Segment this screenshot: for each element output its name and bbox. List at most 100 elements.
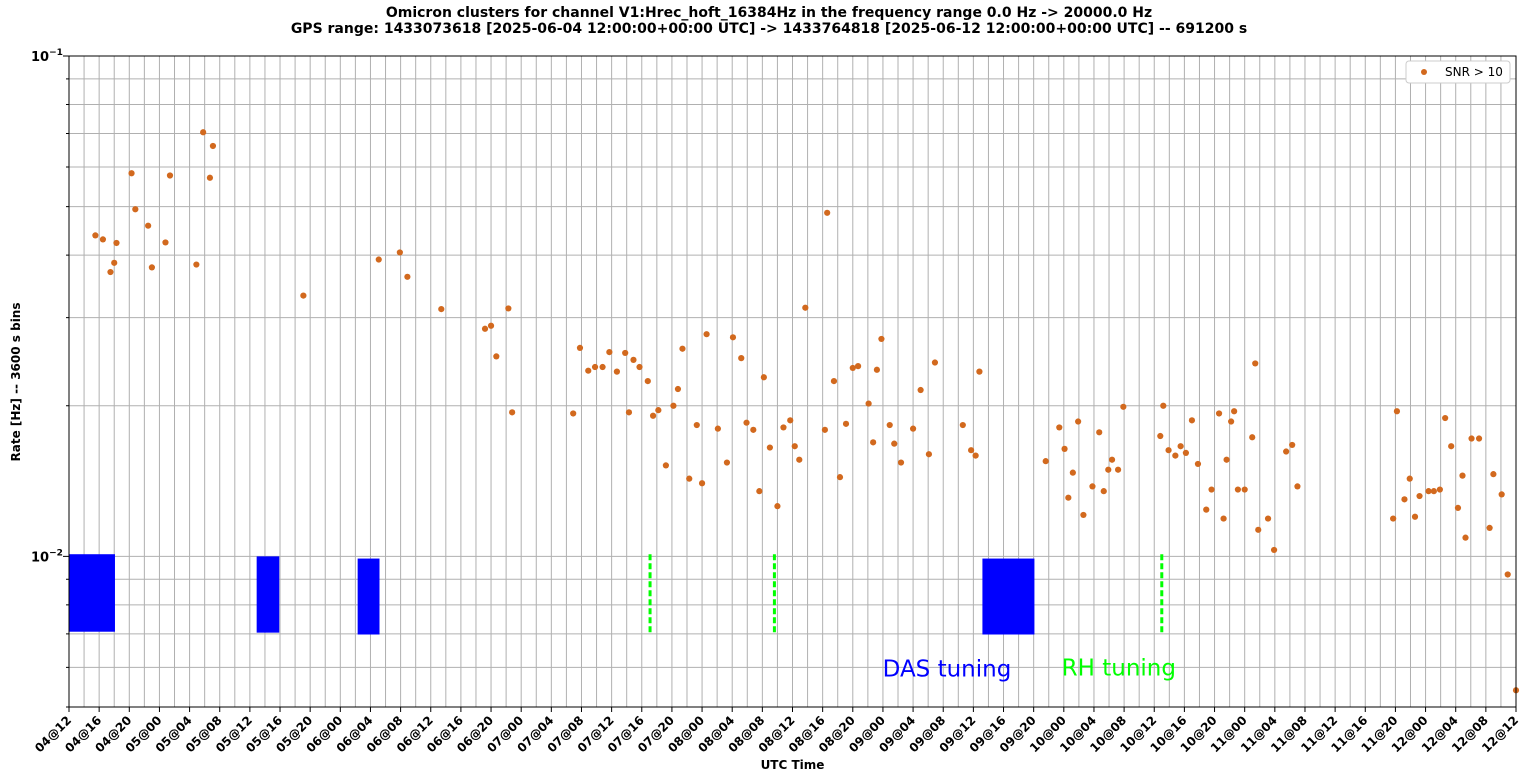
data-point bbox=[1264, 515, 1272, 522]
data-point bbox=[1089, 483, 1096, 490]
data-point bbox=[1448, 443, 1455, 450]
data-point bbox=[693, 421, 700, 429]
data-point bbox=[166, 172, 174, 179]
data-point bbox=[854, 363, 862, 370]
data-point bbox=[576, 344, 584, 351]
data-point bbox=[1220, 515, 1227, 522]
data-point bbox=[1100, 488, 1107, 495]
data-point bbox=[842, 420, 850, 427]
data-point bbox=[1177, 443, 1184, 450]
y-tick-label: 10−1 bbox=[31, 48, 63, 65]
data-point bbox=[438, 306, 445, 313]
data-point bbox=[1234, 486, 1242, 493]
data-point bbox=[1504, 571, 1511, 578]
data-point bbox=[162, 239, 169, 246]
legend-entry-snr: SNR > 10 bbox=[1445, 65, 1503, 79]
data-point bbox=[132, 206, 139, 213]
das-tuning-bars bbox=[69, 554, 1035, 635]
data-point bbox=[375, 256, 382, 263]
data-point bbox=[1105, 466, 1112, 473]
data-point bbox=[750, 426, 757, 433]
data-point bbox=[1157, 432, 1164, 440]
data-point bbox=[99, 236, 107, 243]
data-point bbox=[917, 386, 924, 394]
data-point bbox=[674, 385, 682, 393]
data-points bbox=[92, 129, 1520, 694]
data-point bbox=[870, 439, 877, 446]
data-point bbox=[756, 488, 763, 495]
data-point bbox=[1075, 418, 1082, 425]
annotation-label: DAS tuning bbox=[883, 657, 1012, 683]
data-point bbox=[1475, 435, 1483, 442]
data-point bbox=[968, 447, 975, 454]
data-point bbox=[1065, 494, 1072, 501]
legend-box bbox=[1405, 60, 1511, 84]
data-point bbox=[113, 239, 120, 247]
data-point bbox=[1069, 469, 1076, 476]
data-point bbox=[1228, 418, 1235, 425]
data-point bbox=[787, 417, 794, 424]
chart-subtitle: GPS range: 1433073618 [2025-06-04 12:00:… bbox=[290, 21, 1248, 37]
data-point bbox=[791, 443, 798, 450]
data-point bbox=[1208, 486, 1215, 493]
data-point bbox=[780, 424, 787, 431]
data-point bbox=[1468, 435, 1475, 442]
annotations: DAS tuning RH tuning bbox=[883, 655, 1176, 682]
data-point bbox=[1114, 466, 1122, 473]
data-point bbox=[599, 363, 606, 371]
data-point bbox=[1425, 488, 1432, 495]
data-point bbox=[636, 363, 643, 371]
das-tuning-bar bbox=[69, 554, 115, 632]
data-point bbox=[1401, 496, 1408, 503]
data-point bbox=[1411, 513, 1419, 520]
data-point bbox=[1442, 414, 1449, 422]
das-tuning-bar bbox=[982, 558, 1035, 635]
chart-title: Omicron clusters for channel V1:Hrec_hof… bbox=[385, 5, 1153, 21]
grid-lines bbox=[68, 55, 1517, 708]
data-point bbox=[1289, 441, 1296, 449]
data-point bbox=[145, 222, 152, 229]
data-point bbox=[796, 456, 803, 463]
das-tuning-bar bbox=[357, 558, 380, 635]
data-point bbox=[873, 366, 881, 373]
data-point bbox=[824, 209, 831, 216]
data-point bbox=[1241, 486, 1248, 493]
data-point bbox=[1490, 471, 1497, 478]
data-point bbox=[738, 355, 745, 362]
data-point bbox=[1215, 410, 1223, 417]
data-point bbox=[886, 421, 893, 429]
data-point bbox=[487, 322, 495, 329]
data-point bbox=[92, 232, 99, 239]
data-point bbox=[570, 410, 577, 417]
data-point bbox=[1120, 403, 1127, 410]
data-point bbox=[200, 129, 207, 136]
data-point bbox=[206, 174, 214, 181]
rh-tuning-lines bbox=[648, 554, 1164, 635]
data-point bbox=[830, 378, 838, 385]
data-point bbox=[1223, 456, 1230, 463]
data-point bbox=[1203, 506, 1210, 513]
data-point bbox=[1096, 429, 1103, 436]
data-point bbox=[1249, 434, 1256, 441]
data-point bbox=[897, 459, 905, 466]
y-tick-label: 10−2 bbox=[31, 548, 63, 565]
data-point bbox=[774, 503, 781, 510]
data-point bbox=[193, 261, 200, 268]
legend: SNR > 10 bbox=[1405, 60, 1511, 84]
data-point bbox=[111, 259, 118, 266]
data-point bbox=[976, 368, 983, 375]
data-point bbox=[613, 368, 621, 375]
data-point bbox=[1042, 458, 1049, 465]
data-point bbox=[209, 142, 217, 150]
data-point bbox=[1454, 504, 1462, 511]
data-point bbox=[404, 273, 411, 280]
data-point bbox=[760, 374, 767, 381]
data-point bbox=[891, 440, 898, 447]
data-point bbox=[972, 452, 979, 459]
annotation-label: RH tuning bbox=[1062, 655, 1176, 681]
data-point bbox=[1255, 526, 1262, 533]
data-point bbox=[622, 349, 629, 357]
axis-ticks: 04@1204@1604@2005@0005@0405@0805@1205@16… bbox=[31, 48, 1521, 755]
data-point bbox=[1459, 472, 1466, 479]
